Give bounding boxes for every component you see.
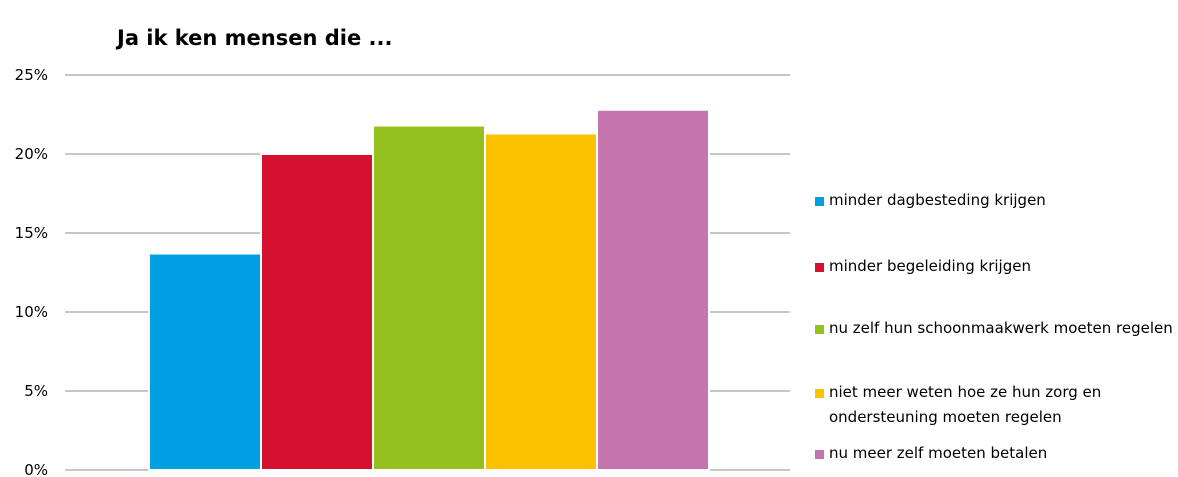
legend-swatch: [815, 450, 824, 459]
legend-swatch: [815, 325, 824, 334]
bar-2: [260, 153, 374, 471]
chart-title: Ja ik ken mensen die ...: [115, 26, 392, 50]
bar-5: [596, 108, 710, 471]
bar-1: [148, 252, 262, 471]
y-tick-label: 25%: [15, 66, 48, 84]
legend-swatch: [815, 263, 824, 272]
legend-item: minder begeleiding krijgen: [815, 254, 1174, 279]
legend-item: minder dagbesteding krijgen: [815, 188, 1174, 213]
bars: [148, 108, 710, 472]
y-tick-label: 5%: [24, 382, 48, 400]
y-tick-label: 10%: [15, 303, 48, 321]
legend-label: minder begeleiding krijgen: [829, 257, 1031, 275]
bar-3: [372, 124, 486, 471]
y-axis-ticks: 0% 5% 10% 15% 20% 25%: [15, 66, 48, 477]
legend-swatch: [815, 197, 824, 206]
legend-label: niet meer weten hoe ze hun zorg en onder…: [829, 383, 1102, 426]
y-tick-label: 15%: [15, 224, 48, 242]
legend-label: minder dagbesteding krijgen: [829, 191, 1046, 209]
legend-swatch: [815, 389, 824, 398]
y-tick-label: 20%: [15, 145, 48, 163]
bar-4: [484, 132, 598, 472]
legend-item: nu zelf hun schoonmaakwerk moeten regele…: [815, 316, 1174, 341]
legend-item: nu meer zelf moeten betalen: [815, 441, 1174, 466]
legend-item: niet meer weten hoe ze hun zorg en onder…: [815, 380, 1174, 430]
legend-label: nu zelf hun schoonmaakwerk moeten regele…: [829, 319, 1173, 337]
y-tick-label: 0%: [24, 461, 48, 477]
legend-label: nu meer zelf moeten betalen: [829, 444, 1048, 462]
legend: minder dagbesteding krijgen minder begele…: [815, 0, 1175, 477]
